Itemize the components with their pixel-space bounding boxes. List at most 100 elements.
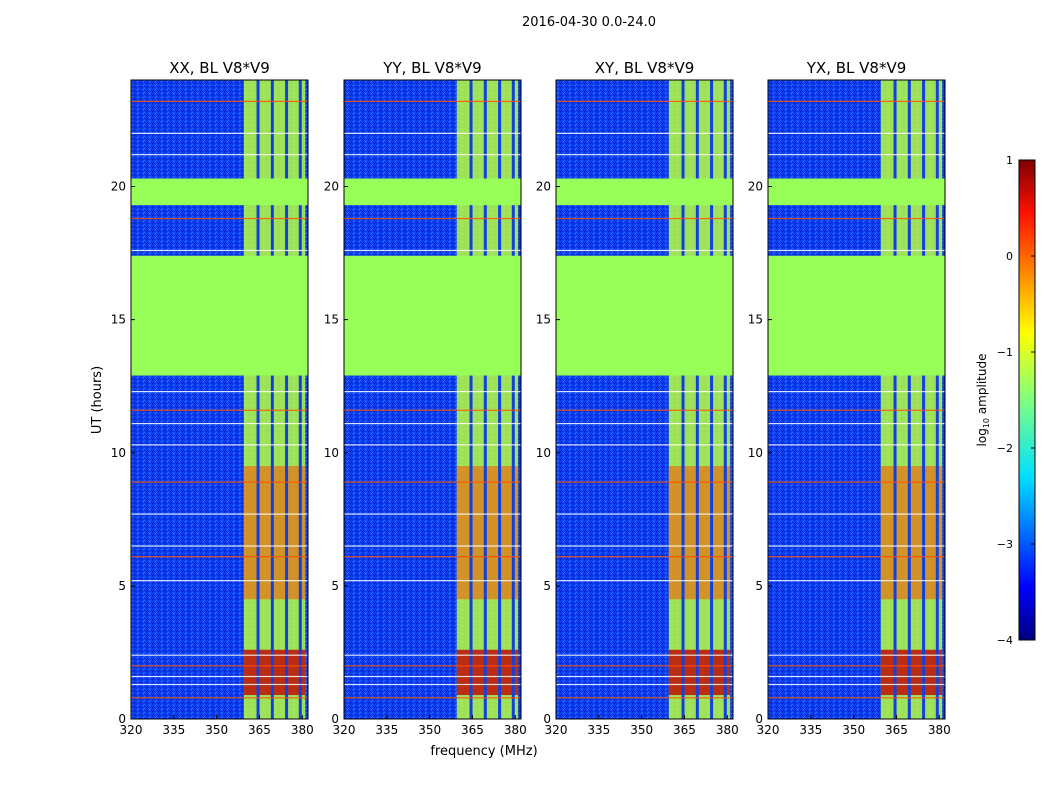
x-tick-label: 365 — [248, 723, 271, 737]
y-tick-label: 10 — [748, 446, 763, 460]
emission-block — [880, 466, 943, 600]
x-tick-label: 320 — [333, 723, 356, 737]
rfi-line — [556, 665, 733, 667]
panel-2: YY, BL V8*V9 320 335 350 365 380 0 5 10 15 20 — [324, 59, 527, 737]
rfi-line — [131, 545, 308, 547]
rfi-line — [131, 481, 308, 483]
rfi-line — [556, 249, 733, 252]
rfi-line — [556, 654, 733, 656]
x-tick-label: 335 — [587, 723, 610, 737]
x-tick-label: 320 — [545, 723, 568, 737]
y-tick-label: 0 — [755, 712, 763, 726]
rfi-line — [556, 391, 733, 393]
rfi-line — [768, 422, 945, 425]
rfi-line — [556, 132, 733, 134]
x-tick-label: 335 — [799, 723, 822, 737]
emission-block — [668, 466, 731, 600]
channel-gap — [270, 80, 274, 719]
rfi-line — [768, 654, 945, 656]
colorbar: 1 0 −1 −2 −3 −4 log10 amplitude — [975, 154, 1036, 647]
rfi-line — [556, 697, 733, 699]
emission-block — [456, 649, 519, 696]
rfi-line — [344, 665, 521, 667]
rfi-line — [768, 683, 945, 686]
y-tick-label: 5 — [118, 579, 126, 593]
axes-frame — [555, 79, 734, 720]
rfi-line — [344, 132, 521, 134]
rfi-line — [768, 697, 945, 699]
x-axis-label: frequency (MHz) — [430, 744, 537, 759]
rfi-line — [344, 217, 521, 220]
rfi-line — [131, 665, 308, 667]
rfi-line — [344, 409, 521, 411]
rfi-line — [131, 409, 308, 411]
panel-title: YX, BL V8*V9 — [806, 59, 907, 77]
rfi-line — [131, 100, 308, 102]
rfi-line — [131, 580, 308, 582]
panel-title: XY, BL V8*V9 — [595, 59, 695, 77]
x-tick-label: 335 — [375, 723, 398, 737]
rfi-line — [556, 422, 733, 425]
panel-title: YY, BL V8*V9 — [382, 59, 481, 77]
y-tick-label: 0 — [543, 712, 551, 726]
x-tick-label: 380 — [928, 723, 951, 737]
rfi-line — [768, 675, 945, 678]
rfi-line — [556, 100, 733, 102]
rfi-line — [131, 697, 308, 699]
colorbar-tick-label: 0 — [1006, 250, 1013, 263]
axes-frame — [343, 79, 522, 720]
rfi-line — [556, 409, 733, 411]
emission-block — [668, 649, 731, 696]
rfi-line — [768, 391, 945, 393]
y-tick-label: 15 — [324, 313, 339, 327]
rfi-line — [131, 217, 308, 220]
flagged-region — [768, 255, 945, 376]
x-tick-label: 380 — [504, 723, 527, 737]
rfi-line — [556, 683, 733, 686]
panel-4: YX, BL V8*V9 320 335 350 365 380 0 5 10 15 20 — [748, 59, 951, 737]
y-tick-label: 5 — [755, 579, 763, 593]
rfi-line — [131, 556, 308, 558]
colorbar-tick-label: −4 — [997, 634, 1013, 647]
y-tick-label: 10 — [324, 446, 339, 460]
rfi-line — [344, 154, 521, 156]
rfi-line — [556, 154, 733, 156]
x-tick-label: 365 — [673, 723, 696, 737]
panel-1: XX, BL V8*V9 320 335 350 365 380 0 5 10 15 20 — [111, 59, 314, 737]
channel-gap — [498, 80, 502, 719]
axes-frame — [130, 79, 309, 720]
channel-gap — [469, 80, 473, 719]
flagged-region — [344, 255, 521, 376]
flagged-region — [556, 178, 733, 206]
rfi-line — [131, 391, 308, 393]
channel-gap — [723, 80, 727, 719]
flagged-region — [768, 178, 945, 206]
emission-block — [243, 466, 306, 600]
channel-gap — [256, 80, 260, 719]
channel-gap — [298, 80, 302, 719]
rfi-line — [556, 513, 733, 515]
channel-gap — [285, 80, 289, 719]
x-tick-label: 380 — [291, 723, 314, 737]
y-tick-label: 20 — [324, 180, 339, 194]
flagged-region — [556, 255, 733, 376]
flagged-region — [131, 255, 308, 376]
y-tick-label: 10 — [111, 446, 126, 460]
y-tick-label: 5 — [331, 579, 339, 593]
rfi-line — [556, 675, 733, 678]
x-tick-label: 350 — [630, 723, 653, 737]
figure-suptitle: 2016-04-30 0.0-24.0 — [522, 15, 656, 30]
colorbar-tick-label: 1 — [1006, 154, 1013, 167]
emission-block — [456, 466, 519, 600]
colorbar-tick-label: −2 — [997, 442, 1013, 455]
channel-gap — [922, 80, 926, 719]
rfi-line — [344, 675, 521, 678]
y-tick-label: 0 — [118, 712, 126, 726]
x-tick-label: 380 — [716, 723, 739, 737]
y-tick-label: 20 — [748, 180, 763, 194]
rfi-line — [556, 580, 733, 582]
rfi-line — [344, 654, 521, 656]
rfi-line — [556, 556, 733, 558]
y-tick-label: 0 — [331, 712, 339, 726]
